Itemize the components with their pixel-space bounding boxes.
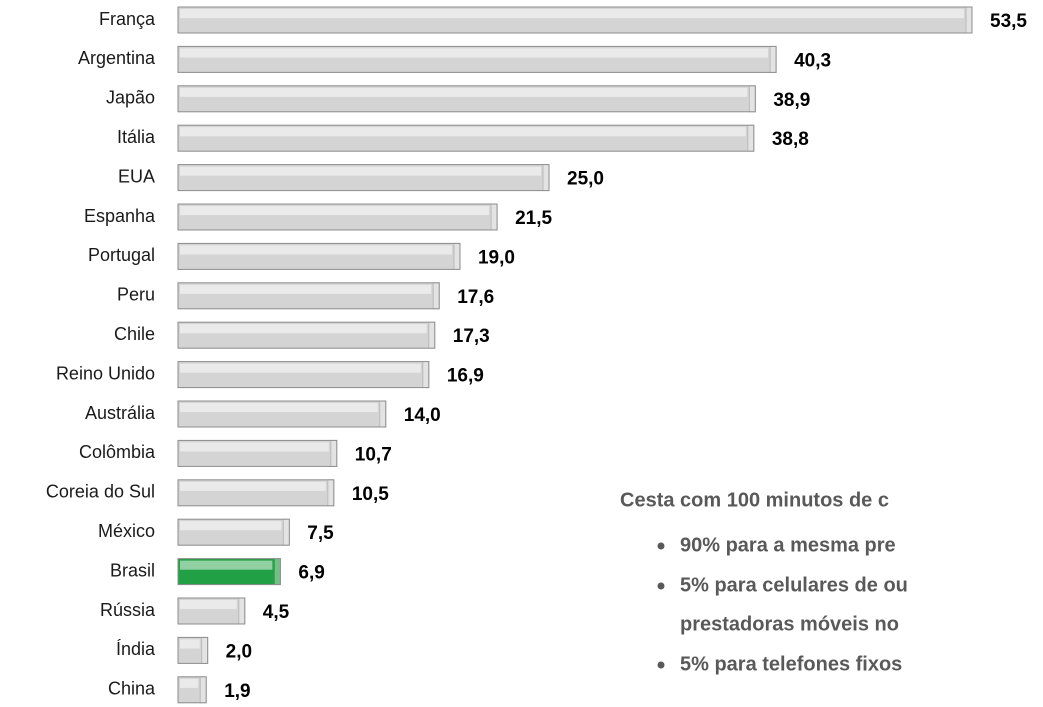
bar-shine	[180, 521, 282, 531]
bar-shine	[180, 442, 329, 452]
y-tick-label: Coreia do Sul	[46, 482, 155, 502]
annotation: 5% para celulares de ou	[680, 574, 908, 596]
bar-cap	[748, 85, 756, 113]
bar-shine	[180, 127, 746, 137]
bar-shine	[180, 363, 421, 373]
value-label: 53,5	[990, 11, 1027, 32]
y-tick-label: Reino Unido	[56, 363, 155, 383]
y-tick-label: Japão	[106, 88, 155, 108]
y-tick-label: Brasil	[110, 560, 155, 580]
bar-shine	[180, 9, 964, 19]
bar-cap	[453, 242, 461, 270]
bar-shine	[180, 48, 769, 58]
bar-cap	[199, 676, 207, 704]
bar-shine	[180, 481, 326, 491]
bar-cap	[273, 558, 281, 586]
value-label: 21,5	[515, 208, 552, 229]
note-block: Cesta com 100 minutos de c 90% para a me…	[620, 489, 908, 675]
annotation: Cesta com 100 minutos de c	[620, 489, 889, 511]
bar-shine	[180, 166, 542, 176]
bullet	[657, 661, 665, 669]
bullet	[657, 542, 665, 550]
y-tick-label: México	[98, 521, 155, 541]
y-tick-label: Argentina	[78, 48, 156, 68]
value-label: 6,9	[298, 563, 324, 584]
value-label: 40,3	[794, 50, 831, 71]
bar-cap	[379, 400, 387, 428]
annotation: prestadoras móveis no	[680, 613, 899, 635]
bar-shine	[180, 678, 199, 688]
bar-shine	[180, 87, 748, 97]
annotation: 5% para telefones fixos	[680, 653, 902, 675]
bar-shine	[180, 560, 273, 570]
y-tick-label: Espanha	[84, 206, 156, 226]
value-label: 7,5	[307, 523, 334, 544]
bar-cap	[965, 6, 973, 34]
value-label: 10,7	[355, 444, 392, 465]
bar-cap	[432, 282, 440, 310]
bar-cap	[330, 439, 338, 467]
bar-shine	[180, 639, 200, 649]
y-tick-label: EUA	[118, 166, 155, 186]
y-tick-label: Chile	[114, 324, 155, 344]
annotation: 90% para a mesma pre	[680, 534, 896, 556]
bar-cap	[490, 203, 498, 231]
bar-shine	[180, 403, 378, 413]
bar-cap	[327, 479, 335, 507]
value-label: 25,0	[567, 169, 604, 190]
y-tick-label: Peru	[117, 285, 155, 305]
bar-cap	[282, 518, 290, 546]
bar-shine	[180, 245, 452, 255]
value-label: 17,6	[457, 287, 494, 308]
y-tick-label: Rússia	[100, 600, 156, 620]
bullet	[657, 582, 665, 590]
value-label: 4,5	[263, 602, 290, 623]
bar-shine	[180, 284, 432, 294]
value-label: 38,8	[772, 129, 809, 150]
y-tick-label: Portugal	[88, 245, 155, 265]
y-tick-label: Colômbia	[79, 442, 156, 462]
bar-cap	[542, 164, 550, 192]
bar-cap	[769, 45, 777, 73]
y-tick-label: China	[108, 679, 156, 699]
value-label: 2,0	[226, 641, 252, 662]
bar-shine	[180, 206, 490, 216]
bar-cap	[201, 636, 209, 664]
value-label: 17,3	[453, 326, 490, 347]
value-label: 16,9	[447, 366, 484, 387]
bar-cap	[422, 361, 430, 389]
bar-cap	[747, 124, 755, 152]
y-tick-label: Índia	[116, 639, 156, 659]
bar-shine	[180, 600, 237, 610]
y-tick-label: França	[99, 9, 156, 29]
value-label: 10,5	[352, 484, 389, 505]
y-tick-label: Itália	[117, 127, 156, 147]
value-label: 38,9	[773, 90, 810, 111]
value-label: 19,0	[478, 247, 515, 268]
y-tick-label: Austrália	[85, 403, 156, 423]
bar-cap	[238, 597, 246, 625]
bar-shine	[180, 324, 427, 334]
value-label: 1,9	[224, 681, 250, 702]
value-label: 14,0	[404, 405, 441, 426]
bar-cap	[428, 321, 436, 349]
